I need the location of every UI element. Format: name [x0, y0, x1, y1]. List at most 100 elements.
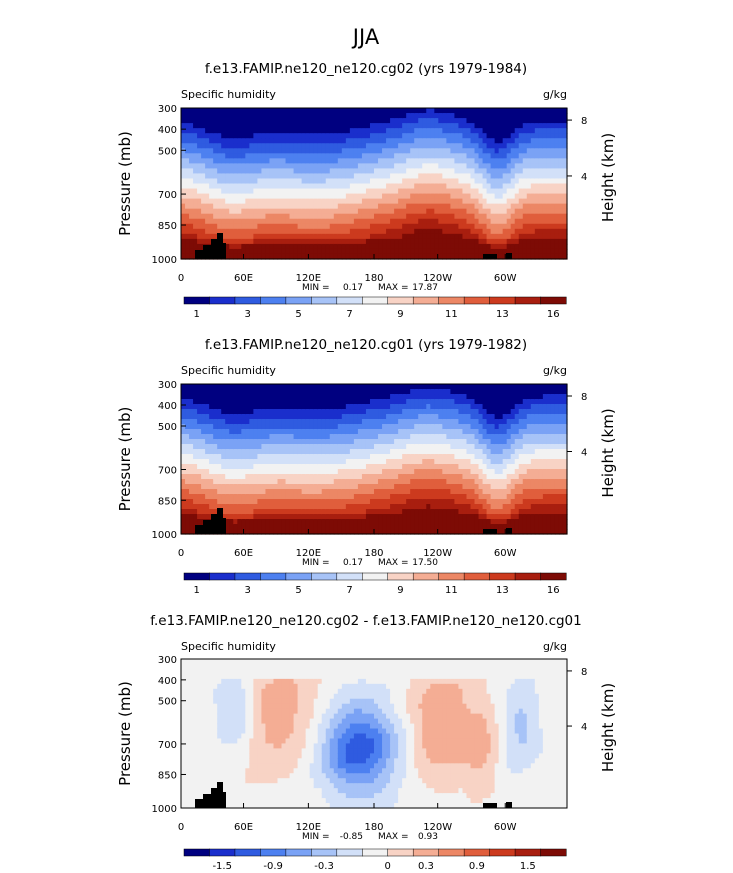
heatmap-cell	[390, 489, 395, 495]
heatmap-cell	[261, 394, 267, 400]
heatmap-cell	[365, 424, 371, 430]
heatmap-cell	[245, 519, 250, 525]
heatmap-cell	[337, 218, 343, 225]
heatmap-cell	[317, 248, 323, 255]
heatmap-cell	[253, 218, 258, 225]
heatmap-cell	[317, 399, 323, 405]
heatmap-cell	[546, 223, 552, 230]
heatmap-cell	[337, 248, 343, 255]
heatmap-cell	[406, 529, 411, 535]
heatmap-cell	[558, 198, 564, 205]
heatmap-cell	[418, 474, 423, 480]
heatmap-cell	[229, 208, 234, 215]
heatmap-cell	[213, 233, 218, 240]
heatmap-cell	[293, 213, 299, 220]
heatmap-cell	[193, 223, 198, 230]
heatmap-cell	[430, 193, 435, 200]
heatmap-cell	[390, 233, 395, 240]
heatmap-cell	[305, 153, 311, 159]
heatmap-cell	[289, 474, 295, 480]
heatmap-cell	[450, 253, 456, 260]
heatmap-cell	[510, 198, 516, 205]
heatmap-cell	[378, 389, 383, 395]
heatmap-cell	[522, 248, 528, 255]
heatmap-cell	[265, 444, 271, 450]
heatmap-cell	[510, 153, 516, 159]
heatmap-cell	[181, 213, 186, 220]
colorbar-label: 13	[496, 309, 509, 320]
heatmap-cell	[281, 143, 287, 149]
heatmap-cell	[446, 384, 451, 390]
heatmap-cell	[365, 213, 371, 220]
heatmap-cell	[538, 163, 544, 169]
heatmap-cell	[430, 243, 435, 250]
heatmap-cell	[430, 394, 435, 400]
heatmap-cell	[217, 183, 222, 190]
heatmap-cell	[293, 474, 299, 480]
heatmap-cell	[378, 394, 383, 400]
heatmap-cell	[253, 469, 258, 475]
heatmap-cell	[538, 133, 544, 139]
heatmap-cell	[249, 208, 254, 215]
heatmap-cell	[301, 113, 307, 119]
heatmap-cell	[394, 524, 399, 530]
heatmap-cell	[442, 138, 447, 144]
heatmap-cell	[386, 414, 391, 420]
heatmap-cell	[474, 183, 480, 190]
heatmap-cell	[446, 399, 451, 405]
heatmap-cell	[478, 198, 484, 205]
heatmap-cell	[333, 404, 339, 410]
heatmap-cell	[309, 414, 315, 420]
heatmap-cell	[478, 233, 484, 240]
heatmap-cell	[378, 454, 383, 460]
heatmap-cell	[458, 213, 464, 220]
heatmap-cell	[285, 424, 291, 430]
heatmap-cell	[514, 148, 520, 154]
heatmap-cell	[442, 479, 447, 485]
heatmap-cell	[490, 238, 496, 245]
heatmap-cell	[205, 213, 210, 220]
heatmap-cell	[197, 138, 202, 144]
heatmap-cell	[245, 248, 250, 255]
heatmap-cell	[321, 203, 327, 210]
heatmap-cell	[185, 178, 190, 185]
heatmap-cell	[301, 133, 307, 139]
heatmap-cell	[253, 419, 258, 425]
heatmap-cell	[213, 208, 218, 215]
heatmap-cell	[462, 238, 468, 245]
heatmap-cell	[357, 228, 363, 235]
heatmap-cell	[293, 464, 299, 470]
heatmap-cell	[305, 519, 311, 525]
heatmap-cell	[309, 509, 315, 515]
heatmap-cell	[237, 253, 242, 260]
heatmap-cell	[265, 459, 271, 465]
heatmap-cell	[297, 449, 303, 455]
heatmap-cell	[418, 173, 423, 180]
heatmap-cell	[478, 188, 484, 195]
heatmap-cell	[470, 148, 476, 154]
heatmap-cell	[317, 203, 323, 210]
heatmap-cell	[333, 489, 339, 495]
heatmap-cell	[249, 158, 254, 164]
heatmap-cell	[390, 113, 395, 119]
heatmap-cell	[341, 429, 347, 435]
heatmap-cell	[317, 158, 323, 164]
heatmap-cell	[261, 233, 267, 240]
heatmap-cell	[438, 198, 443, 205]
heatmap-cell	[309, 449, 315, 455]
heatmap-cell	[422, 203, 427, 210]
heatmap-cell	[261, 489, 267, 495]
heatmap-cell	[205, 143, 210, 149]
heatmap-cell	[498, 183, 504, 190]
heatmap-cell	[333, 213, 339, 220]
heatmap-cell	[398, 454, 403, 460]
heatmap-cell	[510, 113, 516, 119]
heatmap-cell	[402, 479, 407, 485]
heatmap-cell	[498, 178, 504, 185]
heatmap-cell	[410, 404, 415, 410]
heatmap-cell	[293, 143, 299, 149]
heatmap-cell	[197, 213, 202, 220]
heatmap-cell	[185, 113, 190, 119]
heatmap-cell	[329, 444, 335, 450]
heatmap-cell	[297, 158, 303, 164]
